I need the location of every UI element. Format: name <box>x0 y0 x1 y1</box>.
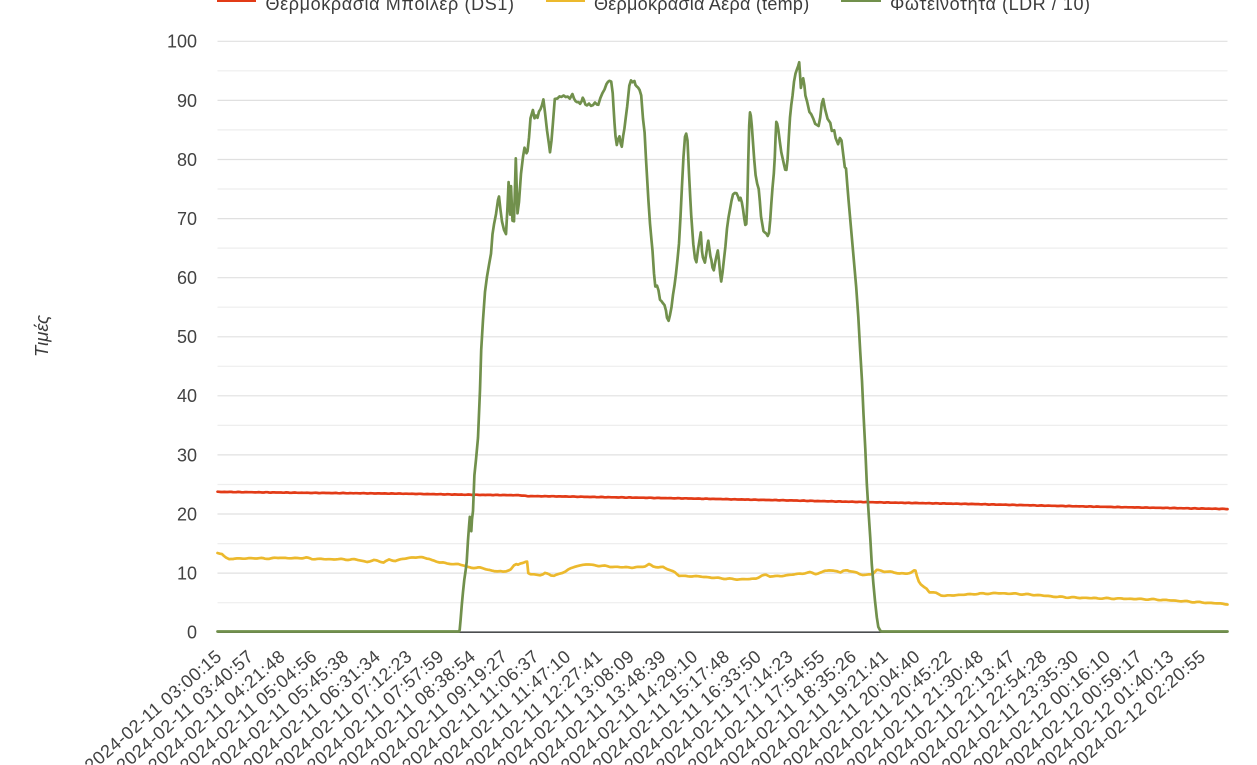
svg-text:10: 10 <box>177 564 197 584</box>
svg-text:30: 30 <box>177 445 197 465</box>
svg-text:50: 50 <box>177 327 197 347</box>
svg-text:100: 100 <box>167 32 197 52</box>
svg-text:20: 20 <box>177 504 197 524</box>
svg-text:80: 80 <box>177 150 197 170</box>
svg-text:60: 60 <box>177 268 197 288</box>
svg-text:70: 70 <box>177 209 197 229</box>
svg-text:Τιμές: Τιμές <box>31 315 52 357</box>
svg-text:Θερμοκρασία Αέρα (temp): Θερμοκρασία Αέρα (temp) <box>594 0 809 14</box>
svg-text:90: 90 <box>177 91 197 111</box>
svg-text:Θερμοκρασία Μπόιλερ (DS1): Θερμοκρασία Μπόιλερ (DS1) <box>266 0 515 14</box>
svg-text:40: 40 <box>177 386 197 406</box>
svg-text:0: 0 <box>187 623 197 643</box>
svg-text:Φωτεινότητα (LDR / 10): Φωτεινότητα (LDR / 10) <box>890 0 1090 14</box>
